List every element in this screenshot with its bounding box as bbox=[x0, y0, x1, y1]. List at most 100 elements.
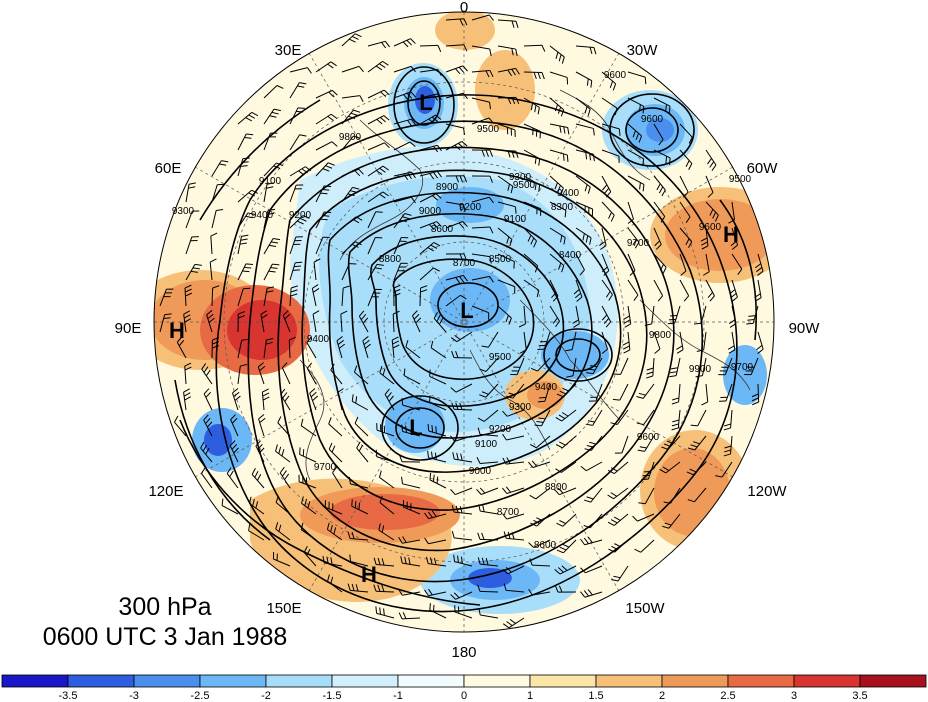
wind-barb bbox=[613, 461, 629, 474]
wind-barb-feather bbox=[408, 557, 411, 565]
wind-barb-feather bbox=[601, 348, 608, 354]
wind-barb bbox=[533, 539, 551, 548]
wind-barb-feather bbox=[379, 366, 383, 374]
wind-barb-feather bbox=[589, 237, 592, 245]
lon-label-0: 0 bbox=[460, 0, 468, 16]
wind-barb-feather bbox=[212, 285, 220, 289]
wind-barb-feather bbox=[377, 584, 381, 592]
wind-barb-feather bbox=[206, 421, 213, 428]
wind-barb bbox=[210, 236, 213, 255]
wind-barb bbox=[362, 340, 369, 359]
wind-barb-feather bbox=[511, 20, 515, 28]
wind-barb bbox=[497, 253, 515, 263]
wind-barb-feather bbox=[555, 416, 563, 422]
wind-barb-feather bbox=[383, 115, 390, 121]
contour-label: 9200 bbox=[459, 202, 482, 213]
wind-barb bbox=[341, 288, 344, 307]
wind-barb bbox=[393, 213, 406, 229]
wind-barb-feather bbox=[176, 336, 183, 343]
wind-barb-feather bbox=[313, 258, 321, 263]
wind-barb-feather bbox=[260, 310, 268, 315]
wind-barb-feather bbox=[210, 232, 218, 237]
wind-barb-feather bbox=[427, 247, 435, 252]
pressure-level-caption: 300 hPa bbox=[118, 593, 212, 621]
wind-barb-feather bbox=[292, 269, 300, 271]
wind-barb-feather bbox=[373, 557, 377, 565]
wind-barb bbox=[419, 114, 436, 125]
wind-barb bbox=[679, 149, 693, 164]
wind-barb bbox=[176, 342, 187, 359]
wind-barb-feather bbox=[458, 222, 465, 229]
wind-barb-feather bbox=[518, 323, 526, 328]
wind-barb-feather bbox=[183, 388, 190, 393]
wind-barb-feather bbox=[245, 263, 253, 265]
wind-barb bbox=[273, 558, 291, 567]
wind-barb bbox=[508, 617, 525, 629]
wind-barb-feather bbox=[325, 165, 333, 169]
colorbar-tick-label: -1 bbox=[393, 690, 403, 702]
wind-barb bbox=[757, 383, 760, 403]
wind-barb-feather bbox=[561, 265, 565, 273]
wind-barb-feather bbox=[709, 209, 714, 216]
wind-barb-feather bbox=[554, 182, 558, 190]
wind-barb bbox=[251, 474, 265, 489]
wind-barb-feather bbox=[312, 310, 320, 315]
wind-barb bbox=[627, 331, 631, 350]
wind-barb bbox=[185, 264, 196, 281]
wind-barb-feather bbox=[560, 187, 564, 195]
wind-barb bbox=[730, 409, 733, 428]
wind-barb-feather bbox=[433, 172, 439, 179]
wind-barb-feather bbox=[689, 468, 697, 473]
wind-barb-feather bbox=[560, 109, 565, 117]
wind-barb-feather bbox=[639, 182, 641, 190]
wind-barb-feather bbox=[587, 589, 593, 596]
wind-barb bbox=[575, 201, 593, 210]
wind-barb bbox=[523, 331, 527, 350]
wind-barb-feather bbox=[254, 471, 259, 478]
wind-barb-feather bbox=[459, 506, 463, 514]
wind-barb-feather bbox=[586, 496, 594, 500]
wind-barb-feather bbox=[246, 133, 254, 136]
wind-barb-feather bbox=[386, 392, 392, 399]
wind-barb-feather bbox=[489, 102, 492, 110]
wind-barb-feather bbox=[636, 396, 644, 399]
wind-barb-feather bbox=[305, 166, 312, 172]
wind-barb bbox=[325, 506, 343, 515]
wind-barb-feather bbox=[672, 397, 680, 401]
wind-barb-feather bbox=[424, 537, 429, 544]
wind-barb bbox=[393, 171, 412, 177]
wind-barb-feather bbox=[603, 187, 610, 194]
wind-barb bbox=[375, 590, 395, 593]
wind-barb-feather bbox=[502, 513, 508, 520]
wind-barb-feather bbox=[184, 362, 192, 367]
wind-barb-feather bbox=[662, 525, 670, 529]
wind-barb-feather bbox=[709, 161, 715, 168]
wind-barb bbox=[393, 237, 402, 255]
wind-barb-feather bbox=[455, 175, 460, 183]
wind-barb bbox=[575, 97, 591, 110]
wind-barb bbox=[601, 279, 613, 295]
wind-barb-feather bbox=[433, 474, 435, 482]
wind-barb-feather bbox=[477, 532, 481, 540]
wind-barb bbox=[506, 537, 525, 541]
wind-barb bbox=[480, 563, 499, 567]
wind-barb-feather bbox=[587, 186, 591, 194]
wind-barb bbox=[575, 305, 580, 324]
wind-barb-feather bbox=[728, 349, 736, 354]
wind-barb bbox=[471, 253, 490, 258]
wind-barb bbox=[341, 241, 356, 255]
wind-barb-feather bbox=[593, 47, 597, 55]
contour-label: 8600 bbox=[534, 540, 557, 551]
wind-barb-feather bbox=[451, 505, 455, 513]
wind-barb-feather bbox=[584, 184, 588, 192]
wind-barb-feather bbox=[534, 182, 537, 190]
wind-barb bbox=[456, 331, 473, 343]
colorbar-tick-label: 2 bbox=[659, 690, 665, 702]
wind-barb-feather bbox=[561, 565, 568, 571]
wind-barb-feather bbox=[430, 244, 438, 249]
wind-barb bbox=[248, 530, 265, 541]
wind-barb bbox=[480, 510, 499, 515]
wind-barb-feather bbox=[633, 294, 639, 302]
wind-barb-feather bbox=[477, 427, 481, 435]
wind-barb bbox=[730, 435, 733, 454]
